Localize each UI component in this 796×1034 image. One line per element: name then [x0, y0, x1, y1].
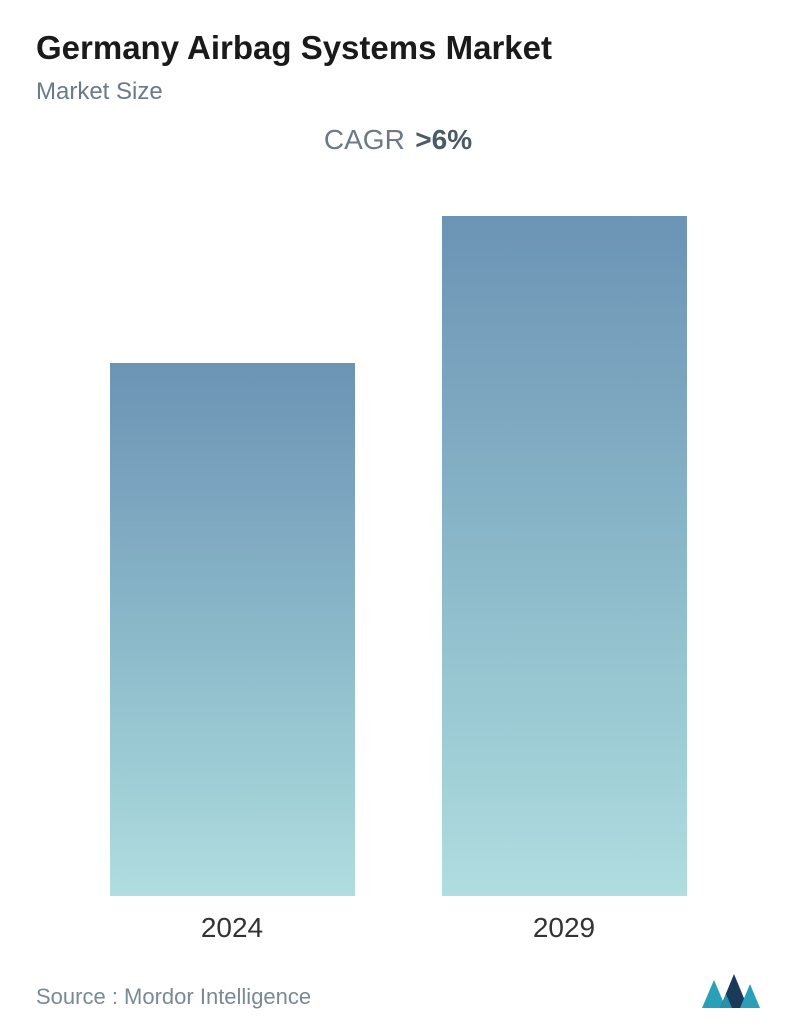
bar-label-0: 2024 [201, 912, 263, 944]
cagr-row: CAGR >6% [36, 124, 760, 156]
page-title: Germany Airbag Systems Market [36, 28, 760, 68]
cagr-label: CAGR [324, 124, 405, 155]
brand-logo-icon [700, 972, 760, 1010]
chart-container: Germany Airbag Systems Market Market Siz… [0, 0, 796, 1034]
source-text: Source : Mordor Intelligence [36, 984, 311, 1010]
bar-chart: 2024 2029 [36, 186, 760, 944]
footer: Source : Mordor Intelligence [36, 972, 760, 1014]
bar-label-1: 2029 [533, 912, 595, 944]
page-subtitle: Market Size [36, 78, 760, 106]
bar-0 [110, 363, 355, 896]
bar-1 [442, 216, 687, 896]
bar-group-0: 2024 [110, 363, 355, 944]
bar-group-1: 2029 [442, 216, 687, 944]
cagr-value: >6% [415, 124, 472, 155]
